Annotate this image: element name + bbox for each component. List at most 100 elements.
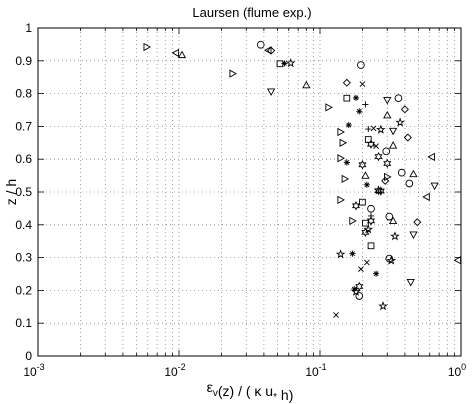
data-point-asterisk bbox=[345, 122, 352, 129]
x-axis-label: εv(z) / ( κ u* h) bbox=[207, 379, 294, 403]
data-point-triangle-right bbox=[229, 69, 237, 78]
data-point-x bbox=[373, 143, 379, 149]
data-point-asterisk bbox=[373, 270, 380, 277]
data-point-asterisk bbox=[349, 250, 356, 257]
y-tick-label: 0.6 bbox=[15, 152, 32, 166]
data-point-circle bbox=[385, 212, 394, 221]
y-axis-label-text: z / h bbox=[3, 179, 19, 205]
data-point-hexagram bbox=[376, 186, 385, 196]
data-point-circle bbox=[367, 204, 375, 213]
data-point-pentagram bbox=[378, 301, 388, 311]
data-point-plus bbox=[362, 101, 369, 108]
data-point-triangle-up bbox=[361, 171, 370, 179]
data-point-triangle-right bbox=[337, 154, 345, 163]
data-point-triangle-right bbox=[341, 174, 350, 184]
data-point-hexagram bbox=[358, 160, 367, 170]
data-point-diamond bbox=[381, 176, 390, 185]
data-point-triangle-up bbox=[302, 80, 311, 89]
y-tick-label: 0 bbox=[25, 349, 32, 363]
data-point-triangle-down bbox=[406, 279, 415, 287]
data-point-triangle-right bbox=[325, 103, 333, 112]
y-tick-label: 0.9 bbox=[15, 54, 32, 68]
x-tick-label: 10-2 bbox=[164, 362, 185, 379]
data-point-asterisk bbox=[281, 60, 288, 67]
axis-ticks: 0 0.1 0.2 0.3 0.4 0.5 0.6 0.7 0.8 0.9 1 10-3 10-2 10-… bbox=[15, 21, 466, 379]
data-point-pentagram bbox=[335, 249, 346, 259]
data-point-triangle-up bbox=[388, 216, 398, 225]
data-point-hexagram bbox=[374, 151, 383, 162]
data-point-x bbox=[333, 312, 339, 318]
data-point-triangle-down bbox=[430, 182, 439, 191]
data-point-plus bbox=[365, 125, 372, 133]
x-axis-label-text: εv(z) / ( κ u* h) bbox=[207, 379, 294, 403]
data-point-triangle-down bbox=[388, 127, 398, 136]
data-point-hexagram bbox=[355, 281, 364, 292]
data-point-asterisk bbox=[351, 286, 358, 293]
data-point-triangle-right bbox=[339, 138, 348, 147]
data-point-circle bbox=[394, 94, 403, 103]
data-point-square bbox=[359, 198, 366, 206]
data-point-triangle-left bbox=[263, 46, 272, 55]
data-point-triangle-right bbox=[384, 172, 392, 182]
chart-title: Laursen (flume exp.) bbox=[192, 5, 311, 20]
x-tick-label: 100 bbox=[448, 362, 466, 379]
y-tick-label: 0.7 bbox=[15, 119, 32, 133]
y-tick-label: 1 bbox=[25, 21, 32, 35]
data-point-circle bbox=[256, 40, 265, 49]
data-point-diamond bbox=[342, 78, 351, 87]
data-point-pentagram bbox=[390, 231, 400, 241]
data-point-diamond bbox=[400, 105, 409, 114]
y-tick-label: 0.2 bbox=[15, 283, 32, 297]
data-point-circle bbox=[382, 147, 391, 156]
y-tick-label: 0.8 bbox=[15, 87, 32, 101]
data-point-asterisk bbox=[363, 181, 370, 188]
data-point-triangle-right bbox=[143, 42, 152, 52]
x-tick-label: 10-3 bbox=[23, 362, 44, 379]
data-point-diamond bbox=[413, 218, 422, 227]
data-point-hexagram bbox=[383, 158, 392, 169]
y-axis-label: z / h bbox=[3, 179, 19, 205]
data-point-x bbox=[358, 266, 364, 272]
data-point-plus bbox=[367, 212, 375, 220]
data-point-square bbox=[362, 219, 369, 227]
data-point-diamond bbox=[403, 133, 412, 142]
data-points bbox=[143, 40, 462, 318]
data-point-triangle-down bbox=[266, 88, 276, 96]
data-point-triangle-left bbox=[171, 48, 180, 58]
data-point-triangle-up bbox=[383, 110, 392, 119]
data-point-asterisk bbox=[352, 94, 360, 101]
data-point-circle bbox=[355, 292, 364, 300]
data-point-hexagram bbox=[366, 139, 376, 149]
data-point-asterisk bbox=[343, 159, 350, 166]
data-point-hexagram bbox=[361, 227, 370, 238]
data-point-triangle-left bbox=[422, 192, 430, 202]
y-tick-label: 0.4 bbox=[15, 218, 32, 232]
y-tick-label: 0.5 bbox=[15, 185, 32, 199]
data-point-hexagram bbox=[366, 216, 376, 226]
data-point-pentagram bbox=[285, 58, 296, 68]
data-point-pentagram bbox=[386, 255, 397, 265]
data-point-triangle-left bbox=[427, 152, 435, 162]
x-tick-label: 10-1 bbox=[305, 362, 326, 379]
data-point-pentagram bbox=[376, 124, 386, 134]
data-point-triangle-up bbox=[409, 169, 418, 178]
plot-frame bbox=[37, 27, 462, 357]
data-point-triangle-up bbox=[177, 50, 187, 59]
data-point-triangle-down bbox=[383, 96, 392, 105]
grid bbox=[38, 28, 461, 356]
y-tick-label: 0.1 bbox=[15, 316, 32, 330]
data-point-hexagram bbox=[351, 201, 361, 211]
data-point-triangle-down bbox=[409, 231, 418, 239]
data-point-circle bbox=[357, 61, 365, 69]
data-point-square bbox=[367, 242, 375, 250]
data-point-circle bbox=[405, 179, 414, 188]
data-point-pentagram bbox=[395, 117, 405, 127]
data-point-triangle-right bbox=[337, 195, 345, 205]
data-point-diamond bbox=[267, 46, 276, 55]
y-tick-label: 0.3 bbox=[15, 251, 32, 265]
data-point-triangle-right bbox=[337, 127, 345, 137]
data-point-x bbox=[359, 81, 366, 87]
data-point-square bbox=[343, 94, 351, 102]
data-point-circle bbox=[397, 168, 406, 177]
